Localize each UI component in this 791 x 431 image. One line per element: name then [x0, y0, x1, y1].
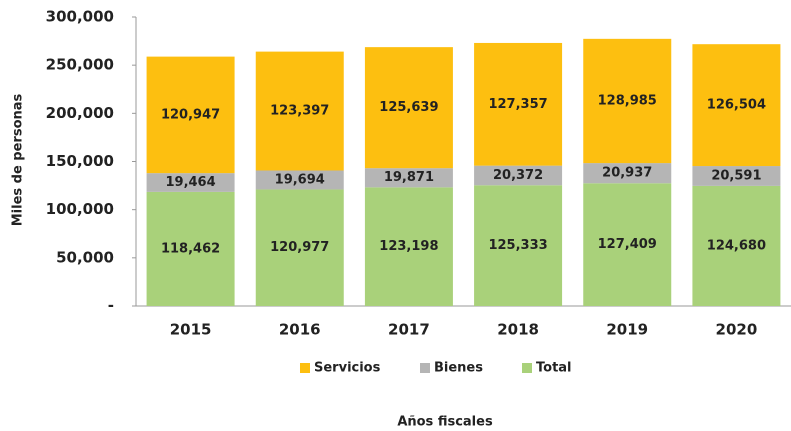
x-tick-label: 2018: [497, 321, 539, 339]
data-label: 128,985: [598, 93, 657, 108]
data-label: 124,680: [707, 238, 766, 253]
y-tick-label: 100,000: [46, 200, 114, 218]
x-tick-label: 2020: [716, 321, 758, 339]
bar-segment: [255, 51, 344, 171]
data-label: 127,357: [488, 97, 547, 112]
bar-segment: [474, 42, 563, 166]
legend-label: Total: [536, 361, 572, 376]
data-label: 125,639: [379, 100, 438, 115]
bar-segment: [146, 56, 235, 174]
data-label: 127,409: [598, 237, 657, 252]
data-label: 20,591: [711, 168, 761, 183]
y-axis-label: Miles de personas: [11, 93, 26, 226]
data-label: 123,198: [379, 239, 438, 254]
bar-segment: [364, 47, 453, 169]
bar-segment: [583, 163, 672, 184]
data-label: 19,694: [275, 172, 325, 187]
data-label: 19,464: [165, 175, 215, 190]
data-label: 20,937: [602, 166, 652, 181]
data-label: 118,462: [161, 241, 220, 256]
legend-label: Servicios: [314, 361, 381, 376]
data-label: 123,397: [270, 104, 329, 119]
y-tick-label: 50,000: [56, 248, 114, 266]
legend-swatch: [522, 363, 532, 373]
y-tick-label: 200,000: [46, 104, 114, 122]
x-tick-label: 2015: [170, 321, 212, 339]
x-axis-label: Años fiscales: [397, 415, 493, 430]
bar-segment: [583, 183, 672, 306]
data-label: 126,504: [707, 98, 766, 113]
bar-segment: [364, 168, 453, 188]
data-label: 120,977: [270, 240, 329, 255]
bar-segment: [255, 170, 344, 190]
y-tick-label: 250,000: [46, 56, 114, 74]
x-tick-label: 2019: [606, 321, 648, 339]
data-label: 20,372: [493, 168, 543, 183]
bar-segment: [474, 185, 563, 306]
x-tick-label: 2017: [388, 321, 430, 339]
data-label: 120,947: [161, 107, 220, 122]
legend-swatch: [420, 363, 430, 373]
legend-swatch: [300, 363, 310, 373]
bar-segment: [583, 38, 672, 164]
y-tick-label: -: [108, 297, 114, 315]
bar-segment: [692, 166, 781, 186]
bar-segment: [692, 44, 781, 167]
bar-segment: [146, 191, 235, 306]
data-label: 19,871: [384, 170, 434, 185]
bar-segment: [146, 173, 235, 192]
bar-segment: [255, 189, 344, 306]
legend-label: Bienes: [434, 361, 483, 376]
bar-segment: [474, 165, 563, 186]
x-tick-label: 2016: [279, 321, 321, 339]
y-tick-label: 150,000: [46, 152, 114, 170]
bar-segment: [692, 185, 781, 306]
y-tick-label: 300,000: [46, 8, 114, 26]
data-label: 125,333: [488, 238, 547, 253]
bar-segment: [364, 187, 453, 306]
